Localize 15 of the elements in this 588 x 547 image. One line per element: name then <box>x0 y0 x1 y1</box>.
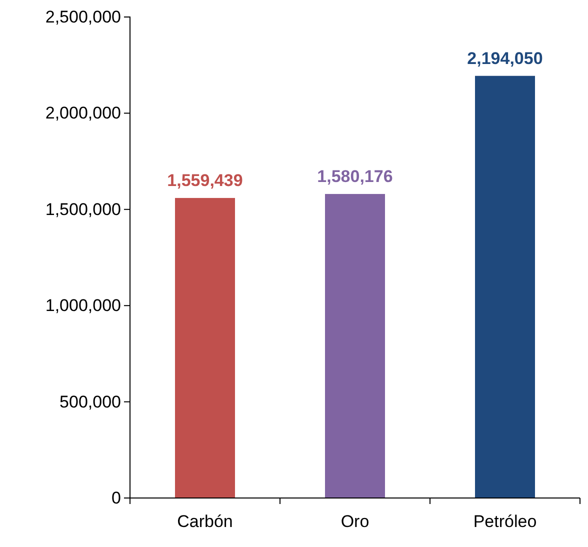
x-tick-label: Petróleo <box>473 512 537 531</box>
data-label: 1,559,439 <box>167 170 243 190</box>
x-tick-label: Oro <box>340 512 370 531</box>
y-tick-label: 500,000 <box>60 392 121 412</box>
y-tick-label: 2,500,000 <box>45 7 121 26</box>
bar <box>475 76 535 498</box>
bar <box>175 198 235 498</box>
y-tick-label: 1,000,000 <box>45 296 121 316</box>
data-label: 2,194,050 <box>467 48 543 68</box>
y-tick-label: 1,500,000 <box>45 200 121 219</box>
data-label: 1,580,176 <box>317 166 393 186</box>
y-tick-label: 2,000,000 <box>45 104 121 123</box>
x-tick-label: Carbón <box>177 512 233 531</box>
y-tick-label: 0 <box>112 488 121 508</box>
bar <box>325 194 385 498</box>
